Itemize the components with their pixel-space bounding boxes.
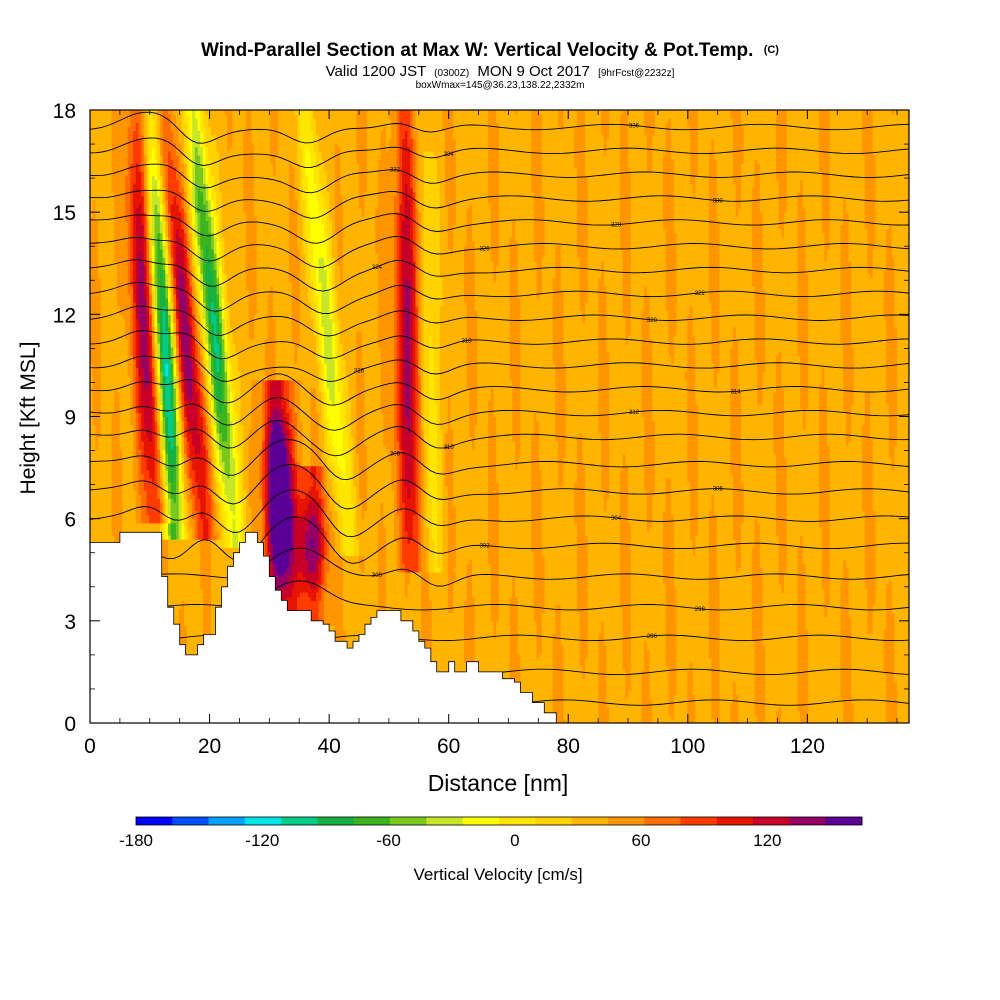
plot-area: 2902942962983003023043063083103123143163… (53, 100, 911, 758)
velocity-field (90, 106, 911, 724)
valid-time: Valid 1200 JST (326, 63, 426, 80)
chart-title: Wind-Parallel Section at Max W: Vertical… (201, 40, 753, 61)
forecast-info: [9hrFcst@2232z] (598, 68, 675, 79)
copyright-mark: (C) (764, 44, 780, 56)
box-wmax-info: boxWmax=145@36.23,138.22,2332m (416, 80, 585, 91)
valid-utc: (0300Z) (434, 68, 469, 79)
chart-header: Wind-Parallel Section at Max W: Vertical… (201, 40, 779, 91)
valid-date: MON 9 Oct 2017 (477, 63, 590, 80)
